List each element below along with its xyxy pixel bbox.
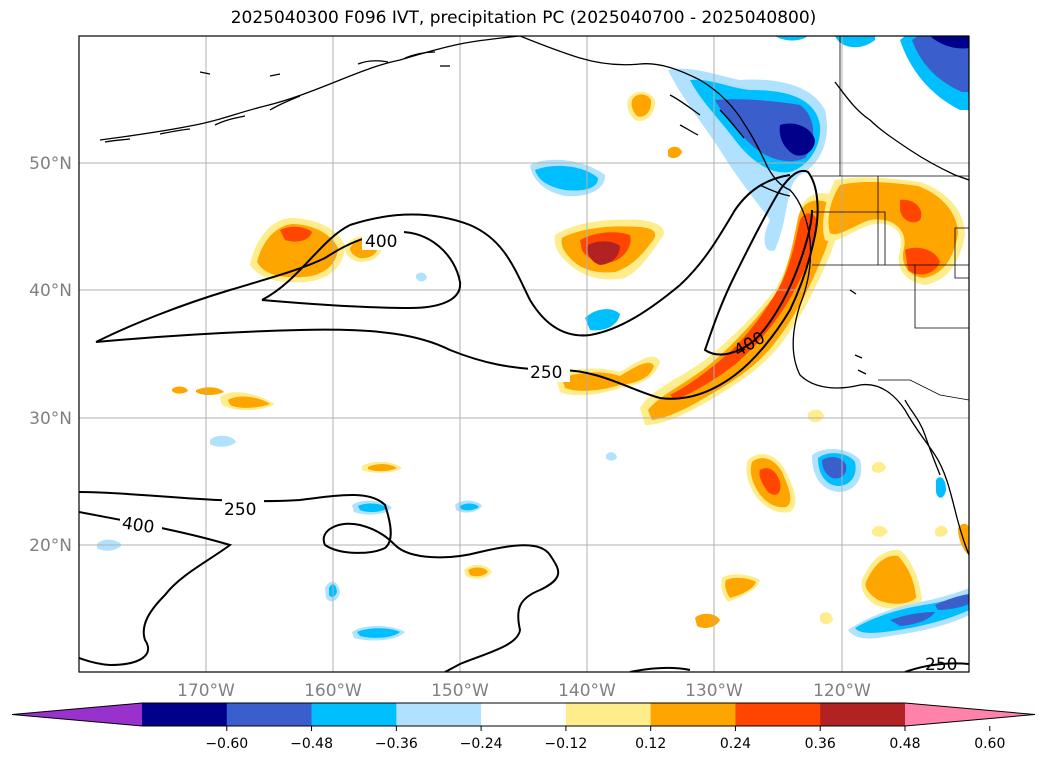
map-title: 2025040300 F096 IVT, precipitation PC (2… [230, 8, 817, 28]
precip-positive-area [872, 461, 886, 473]
political-borders [812, 36, 969, 401]
precip-negative-area [930, 36, 969, 49]
coastlines [99, 36, 969, 556]
precip-negative-area [460, 503, 479, 511]
precip-positive-area [670, 213, 818, 400]
precip-positive-area [631, 94, 652, 117]
precip-negative-area [912, 36, 969, 92]
ivt-contour-250b [261, 174, 791, 337]
precip-positive-area [280, 226, 312, 242]
precip-positive-area [196, 387, 224, 395]
colorbar-tick-label: 0.24 [720, 736, 751, 752]
precip-negative-area [535, 165, 598, 191]
precip-positive-area [935, 525, 948, 537]
map-background [79, 36, 969, 672]
ivt-contour-250-se [904, 662, 969, 672]
precip-positive-area [228, 396, 270, 408]
colorbar-tick-label: 0.48 [889, 736, 920, 752]
lat-label: 20°N [29, 536, 72, 556]
lat-labels: 50°N 40°N 30°N 20°N [29, 154, 72, 556]
precip-negative-area [416, 272, 427, 282]
lon-labels: 170°W 160°W 150°W 140°W 130°W 120°W [177, 681, 871, 701]
contour-label: 250 [530, 363, 562, 383]
precip-positive-area [587, 241, 620, 265]
precip-negative-area [936, 477, 946, 498]
colorbar-tick-label: −0.12 [544, 736, 587, 752]
colorbar-tick-label: 0.12 [635, 736, 666, 752]
ivt-contour-250-s [629, 666, 691, 672]
precip-positive-area [872, 525, 888, 537]
colorbar-swatch [565, 703, 652, 726]
precip-positive-area [820, 612, 833, 625]
lat-label: 50°N [29, 154, 72, 174]
precip-negative-area [822, 457, 847, 479]
colorbar-swatch [226, 703, 313, 726]
map-frame [78, 35, 970, 673]
colorbar-swatch [650, 703, 736, 726]
colorbar: −0.60 −0.48 −0.36 −0.24 −0.12 0.12 0.24 0.36 0.4… [11, 702, 1036, 752]
lon-label: 120°W [813, 681, 871, 701]
colorbar-swatch [820, 703, 906, 726]
colorbar-tick-label: −0.60 [205, 736, 248, 752]
precip-positive-area [759, 468, 781, 495]
colorbar-tick-label: 0.36 [805, 736, 836, 752]
precip-positive-area [725, 577, 756, 598]
lon-label: 160°W [304, 681, 362, 701]
precip-positive-area [368, 464, 397, 472]
colorbar-extend-high [905, 703, 1035, 726]
precip-positive-area [468, 567, 488, 577]
colorbar-swatch [735, 703, 821, 726]
precip-negative-area [210, 435, 236, 447]
colorbar-swatch [396, 703, 482, 726]
precip-negative-area [358, 503, 387, 513]
precip-shading [97, 36, 969, 641]
precip-positive-area [865, 555, 916, 604]
contour-label: 250 [224, 500, 256, 520]
colorbar-tick-label: 0.60 [974, 736, 1005, 752]
precip-positive-area [257, 224, 338, 278]
lat-label: 30°N [29, 409, 72, 429]
colorbar-swatch [481, 703, 567, 726]
precip-negative-area [835, 36, 875, 48]
precip-positive-area [562, 362, 654, 391]
colorbar-tick-label: −0.48 [290, 736, 333, 752]
precip-positive-area [808, 409, 824, 423]
precip-positive-area [900, 199, 922, 223]
contour-label: 250 [925, 655, 957, 675]
contour-label: 400 [121, 514, 156, 538]
precip-negative-area [935, 594, 969, 610]
precip-negative-area [890, 612, 935, 626]
precip-positive-area [905, 247, 940, 275]
colorbar-tick-label: −0.36 [375, 736, 418, 752]
lon-label: 140°W [558, 681, 616, 701]
precip-negative-area [357, 628, 400, 638]
precip-negative-area [779, 123, 815, 156]
colorbar-swatch [142, 703, 228, 726]
contour-label: 400 [365, 232, 397, 252]
colorbar-extend-low [12, 703, 142, 726]
colorbar-outline [11, 702, 1036, 727]
contour-labels: 400 250 400 250 400 250 [120, 230, 957, 675]
lon-label: 170°W [177, 681, 235, 701]
ivt-contour-250-sw [79, 491, 560, 672]
precip-negative-area [775, 36, 808, 41]
precip-positive-area [172, 386, 188, 394]
lat-label: 40°N [29, 281, 72, 301]
ivt-contour-400-sw [79, 511, 233, 667]
colorbar-swatch [311, 703, 397, 726]
lon-label: 130°W [685, 681, 743, 701]
ivt-contour-250 [95, 170, 819, 400]
lon-label: 150°W [431, 681, 489, 701]
precip-negative-area [606, 452, 617, 461]
precip-negative-area [585, 309, 620, 331]
precip-positive-area [668, 146, 682, 159]
colorbar-tick-label: −0.24 [460, 736, 503, 752]
